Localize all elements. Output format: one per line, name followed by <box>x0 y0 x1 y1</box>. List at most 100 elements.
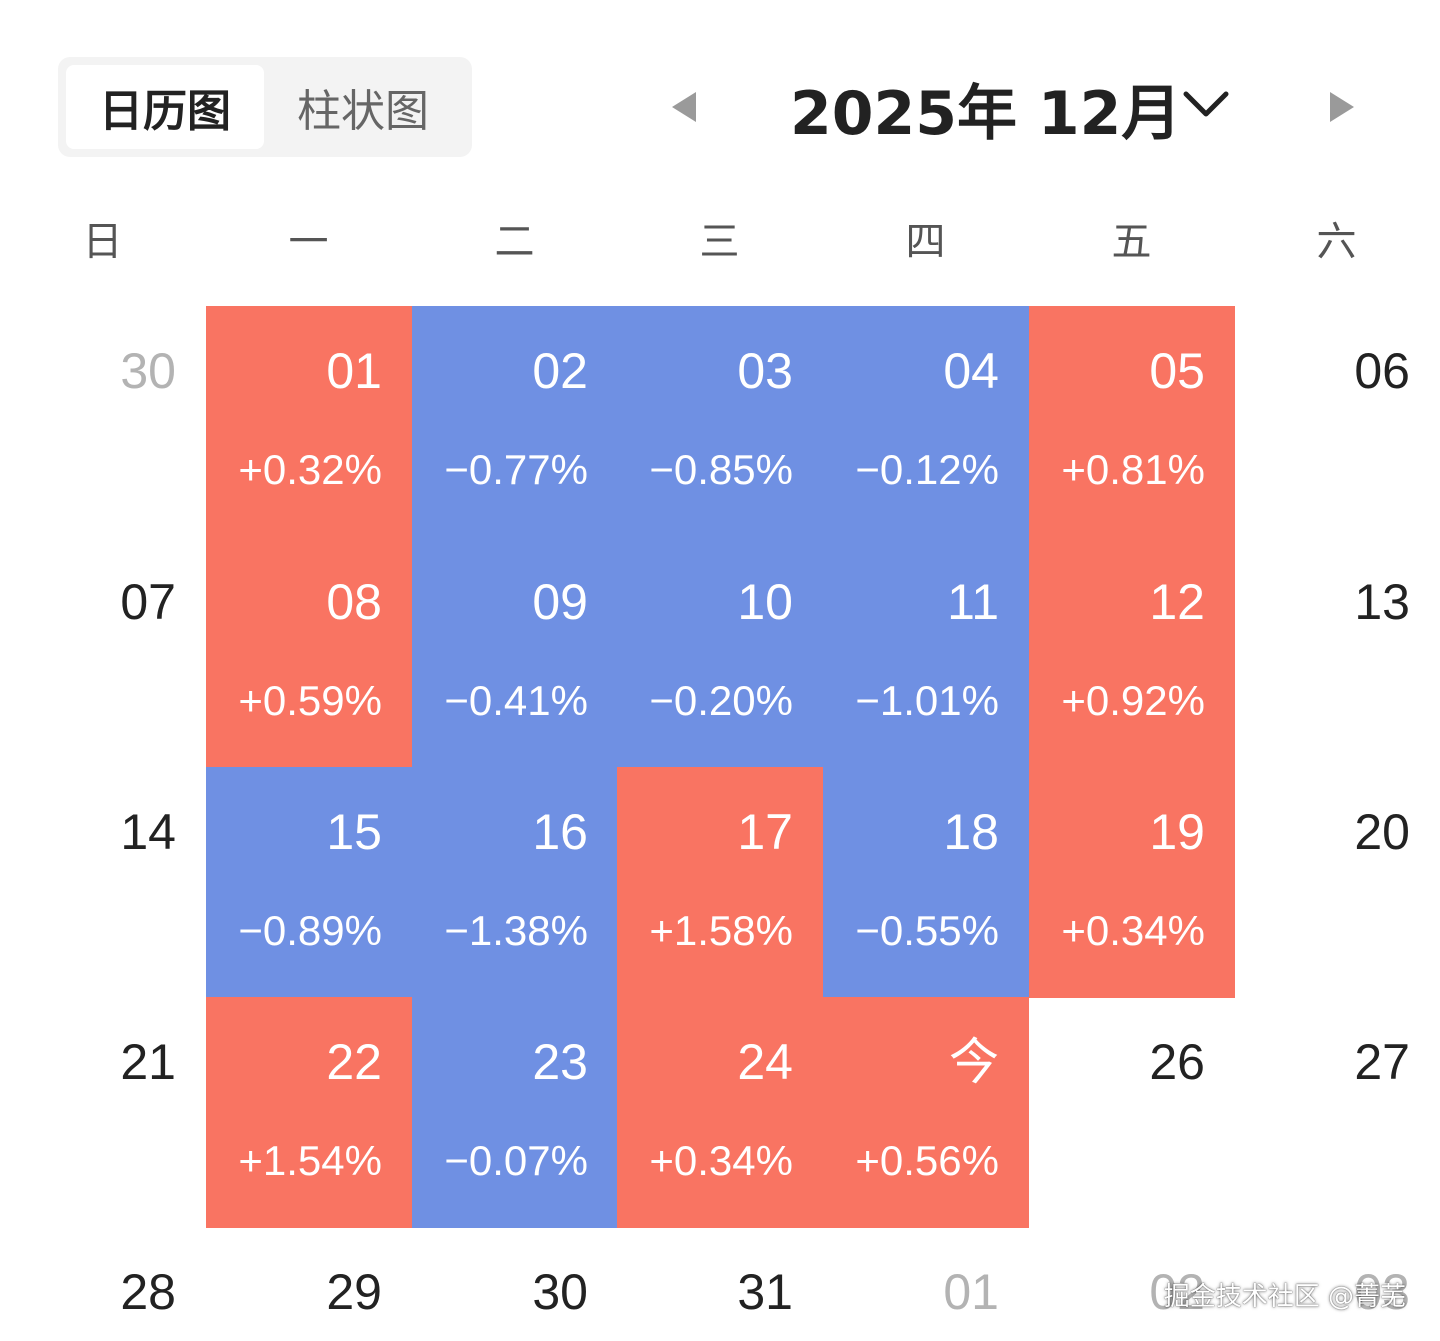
day-number: 07 <box>120 574 176 630</box>
day-number: 今 <box>949 1034 999 1090</box>
day-number: 02 <box>1149 1264 1205 1320</box>
weekday-fri: 五 <box>1111 219 1152 265</box>
day-number: 19 <box>1149 804 1205 860</box>
day-cell[interactable]: 05 +0.81% <box>1029 306 1235 537</box>
day-change: −0.07% <box>444 1137 588 1184</box>
day-cell[interactable]: 15 −0.89% <box>206 767 412 998</box>
day-number: 01 <box>326 343 382 399</box>
day-number: 30 <box>120 343 176 399</box>
day-number: 29 <box>326 1264 382 1320</box>
day-cell[interactable]: 10 −0.20% <box>617 537 823 768</box>
day-number: 01 <box>943 1264 999 1320</box>
tab-calendar-view[interactable]: 日历图 <box>66 65 264 149</box>
weekday-tue: 二 <box>494 219 535 265</box>
day-change: +0.32% <box>238 446 382 493</box>
day-number: 26 <box>1149 1034 1205 1090</box>
day-cell[interactable]: 24 +0.34% <box>617 997 823 1228</box>
day-cell[interactable]: 19 +0.34% <box>1029 767 1235 998</box>
day-cell[interactable]: 02 <box>1029 1227 1235 1341</box>
view-toggle: 日历图 柱状图 <box>58 57 472 157</box>
weekday-wed: 三 <box>699 219 740 265</box>
month-title[interactable]: 2025年 12月 <box>790 78 1182 149</box>
chevron-down-icon[interactable] <box>1180 84 1232 124</box>
day-cell[interactable]: 12 +0.92% <box>1029 537 1235 768</box>
day-cell[interactable]: 31 <box>617 1227 823 1341</box>
day-change: +1.58% <box>649 907 793 954</box>
day-cell[interactable]: 17 +1.58% <box>617 767 823 998</box>
day-cell[interactable]: 28 <box>0 1227 206 1341</box>
triangle-right-icon[interactable] <box>1324 88 1360 126</box>
day-change: +0.92% <box>1061 677 1205 724</box>
day-cell[interactable]: 18 −0.55% <box>823 767 1029 998</box>
day-number: 08 <box>326 574 382 630</box>
day-cell[interactable]: 20 <box>1234 767 1440 998</box>
weekday-sun: 日 <box>82 219 123 265</box>
day-change: +0.34% <box>1061 907 1205 954</box>
day-number: 04 <box>943 343 999 399</box>
day-number: 22 <box>326 1034 382 1090</box>
weekday-mon: 一 <box>288 219 329 265</box>
day-number: 12 <box>1149 574 1205 630</box>
day-change: −0.55% <box>855 907 999 954</box>
day-change: −0.89% <box>238 907 382 954</box>
day-number: 27 <box>1354 1034 1410 1090</box>
day-change: −0.85% <box>649 446 793 493</box>
day-change: −0.41% <box>444 677 588 724</box>
day-cell[interactable]: 13 <box>1234 537 1440 768</box>
day-cell[interactable]: 30 <box>412 1227 618 1341</box>
day-number: 16 <box>532 804 588 860</box>
day-number: 03 <box>737 343 793 399</box>
day-number: 14 <box>120 804 176 860</box>
day-number: 24 <box>737 1034 793 1090</box>
day-cell[interactable]: 03 <box>1234 1227 1440 1341</box>
day-cell[interactable]: 26 <box>1029 997 1235 1228</box>
day-cell[interactable]: 08 +0.59% <box>206 537 412 768</box>
day-cell-today[interactable]: 今 +0.56% <box>823 997 1029 1228</box>
day-change: −0.12% <box>855 446 999 493</box>
day-cell[interactable]: 27 <box>1234 997 1440 1228</box>
day-number: 13 <box>1354 574 1410 630</box>
day-number: 21 <box>120 1034 176 1090</box>
day-cell[interactable]: 30 <box>0 306 206 537</box>
day-cell[interactable]: 07 <box>0 537 206 768</box>
day-cell[interactable]: 22 +1.54% <box>206 997 412 1228</box>
day-cell[interactable]: 29 <box>206 1227 412 1341</box>
day-cell[interactable]: 23 −0.07% <box>412 997 618 1228</box>
day-number: 06 <box>1354 343 1410 399</box>
day-number: 23 <box>532 1034 588 1090</box>
day-number: 17 <box>737 804 793 860</box>
day-cell[interactable]: 06 <box>1234 306 1440 537</box>
day-change: +0.81% <box>1061 446 1205 493</box>
day-change: +0.59% <box>238 677 382 724</box>
day-number: 18 <box>943 804 999 860</box>
day-number: 05 <box>1149 343 1205 399</box>
day-cell[interactable]: 02 −0.77% <box>412 306 618 537</box>
day-cell[interactable]: 01 <box>823 1227 1029 1341</box>
day-change: +1.54% <box>238 1137 382 1184</box>
day-cell[interactable]: 21 <box>0 997 206 1228</box>
day-change: −1.38% <box>444 907 588 954</box>
day-cell[interactable]: 09 −0.41% <box>412 537 618 768</box>
day-number: 15 <box>326 804 382 860</box>
day-cell[interactable]: 11 −1.01% <box>823 537 1029 768</box>
day-number: 03 <box>1354 1264 1410 1320</box>
tab-bar-chart-view[interactable]: 柱状图 <box>297 86 429 137</box>
day-number: 02 <box>532 343 588 399</box>
weekday-thu: 四 <box>905 219 946 265</box>
day-number: 31 <box>737 1264 793 1320</box>
day-number: 11 <box>947 574 999 630</box>
day-cell[interactable]: 01 +0.32% <box>206 306 412 537</box>
day-cell[interactable]: 14 <box>0 767 206 998</box>
triangle-left-icon[interactable] <box>666 88 702 126</box>
day-number: 30 <box>532 1264 588 1320</box>
day-cell[interactable]: 04 −0.12% <box>823 306 1029 537</box>
day-number: 09 <box>532 574 588 630</box>
day-change: −1.01% <box>855 677 999 724</box>
day-number: 10 <box>737 574 793 630</box>
day-cell[interactable]: 16 −1.38% <box>412 767 618 998</box>
day-cell[interactable]: 03 −0.85% <box>617 306 823 537</box>
day-number: 20 <box>1354 804 1410 860</box>
day-change: +0.34% <box>649 1137 793 1184</box>
watermark: 掘金技术社区 @菁芜 <box>1163 1282 1406 1312</box>
day-number: 28 <box>120 1264 176 1320</box>
